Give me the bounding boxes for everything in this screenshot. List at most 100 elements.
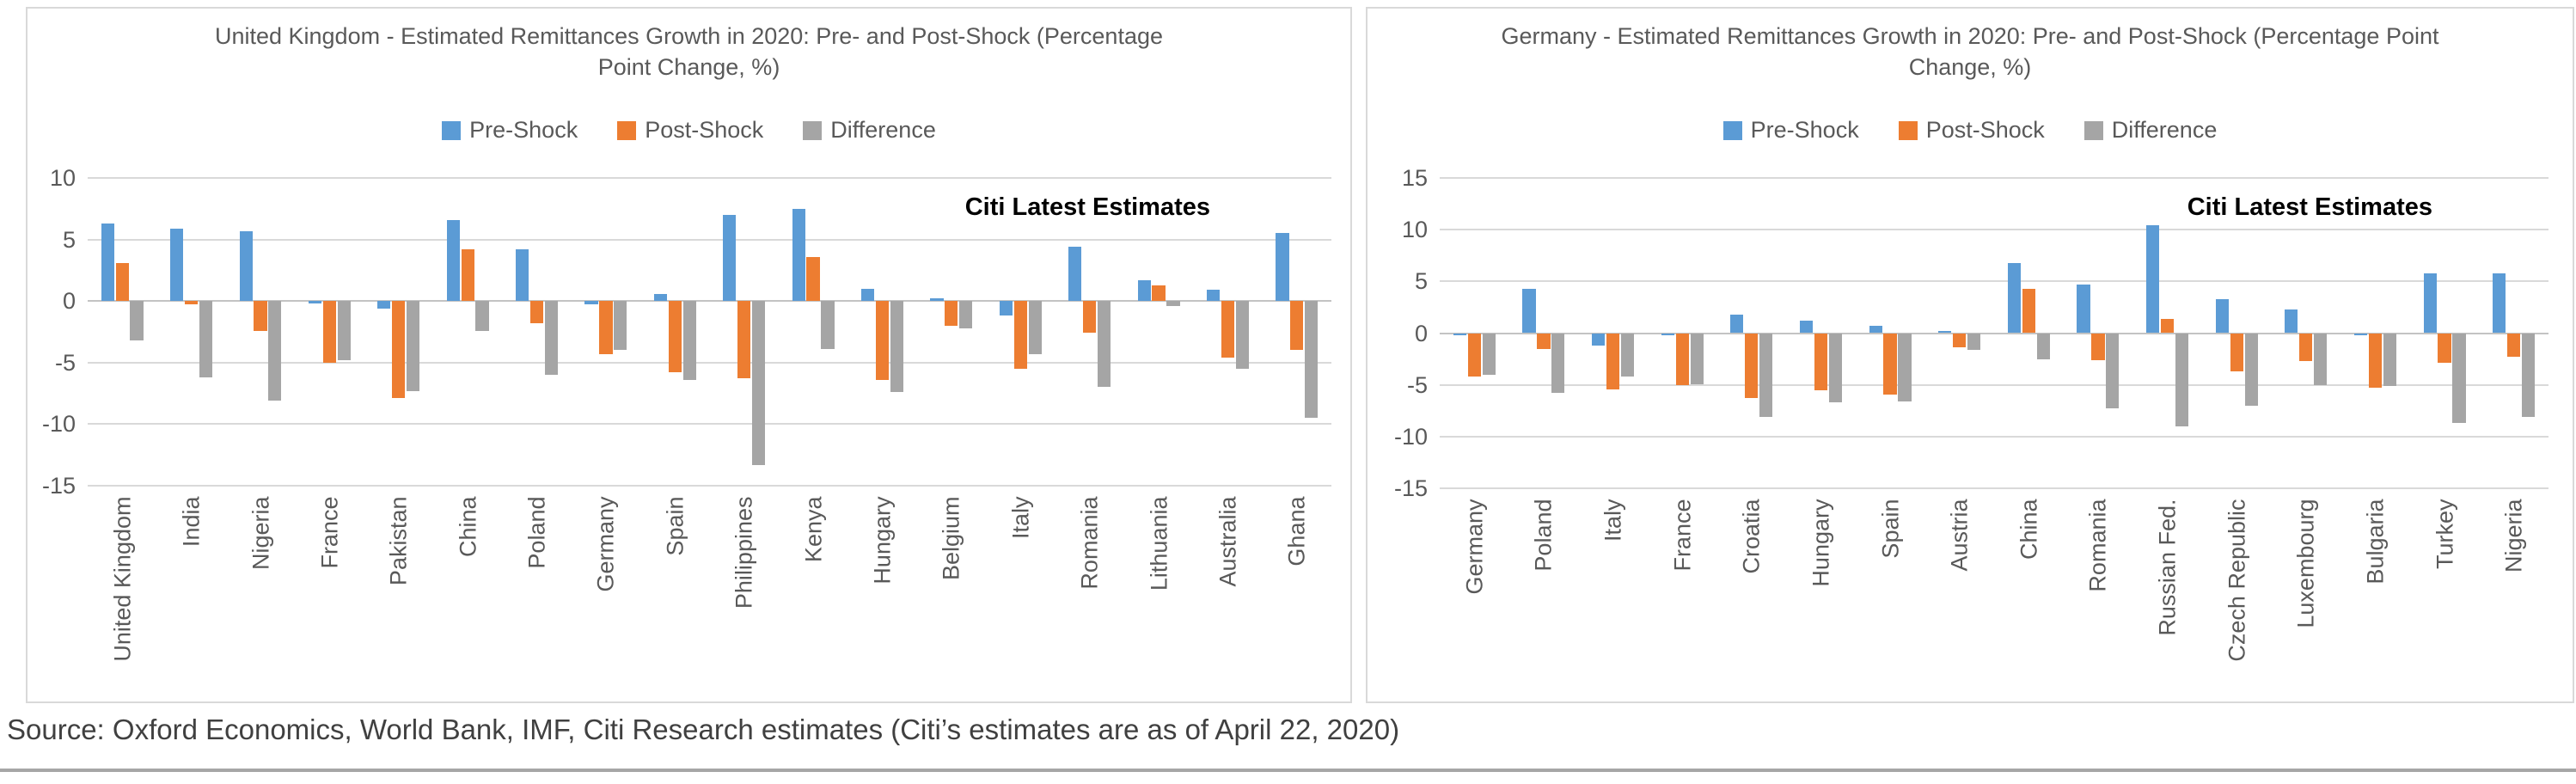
bar-diff [1305,301,1319,419]
x-axis-category-label: Nigeria [2500,499,2527,573]
bar-post [1290,301,1304,351]
bar-diff [751,301,766,465]
y-axis-tick-label: 5 [1414,268,1428,295]
bar-post [2091,333,2105,360]
legend-label: Pre-Shock [1750,117,1859,143]
bar-diff [2314,333,2328,385]
x-axis-category-label: India [178,496,205,547]
x-axis-category-label: Turkey [2432,499,2458,569]
bar-pre [1730,314,1744,334]
bar-diff [130,301,144,340]
bar-post [1675,333,1689,385]
bar-diff [1620,333,1635,377]
bar-post [2160,318,2175,334]
bar-diff [2452,333,2466,424]
gridline [88,485,1331,487]
bar-pre [584,301,598,305]
x-axis-category-label: Croatia [1738,499,1765,574]
x-axis-category-label: United Kingdom [109,496,136,662]
x-axis-category-label: Kenya [800,496,827,562]
x-axis-category-label: France [316,496,343,569]
bar-post [945,301,958,326]
x-axis-category-label: Poland [523,496,550,569]
legend-item-post-shock: Post-Shock [617,117,763,144]
bar-post [2368,333,2383,389]
bar-pre [170,228,184,302]
x-axis-category-label: China [455,496,481,557]
bar-pre [930,298,944,302]
bar-pre [792,208,805,302]
bar-diff [199,301,213,377]
legend: Pre-Shock Post-Shock Difference [1368,117,2573,144]
gridline [1440,383,2548,386]
x-axis-category-label: France [1669,499,1696,572]
x-axis-category-label: Hungary [1808,499,1834,587]
zero-axis-line [1440,332,2548,334]
bar-diff [1028,301,1042,354]
bar-post [2507,333,2521,358]
x-axis-category-label: Romania [2084,499,2111,592]
bar-pre [2007,262,2021,334]
bar-diff [890,301,903,393]
y-axis-tick-label: 0 [1414,320,1428,346]
bar-post [1745,333,1759,399]
plot-area: 15 10 5 0 -5 -10 -15 Germany Poland Italy France Cr… [1394,165,2548,661]
bar-post [1537,333,1551,349]
citi-estimates-annotation: Citi Latest Estimates [2187,193,2432,221]
bar-post [599,301,613,354]
y-axis-tick-label: -10 [41,411,76,438]
x-axis-category-label: Germany [1461,499,1488,595]
gridline [1440,229,2548,231]
x-axis-category-label: China [2016,499,2042,560]
bar-post [254,301,267,331]
x-axis-category-label: Spain [662,496,688,556]
x-axis-category-label: Philippines [731,496,757,609]
bar-pre [2146,225,2160,334]
x-axis-category-label: Luxembourg [2292,499,2319,628]
y-axis-tick-label: 10 [49,165,76,191]
gridline [1440,487,2548,489]
difference-swatch-icon [2083,120,2103,140]
bar-pre [1068,247,1082,302]
x-axis-category-label: Pakistan [385,496,412,585]
legend-item-difference: Difference [803,117,936,144]
bar-pre [2077,284,2090,334]
y-axis-tick-label: -15 [41,473,76,499]
bar-post [392,301,406,399]
bar-diff [614,301,627,351]
chart-title: Germany - Estimated Remittances Growth i… [1501,23,2439,80]
legend-label: Difference [830,117,936,143]
y-axis-tick-label: -15 [1393,475,1428,501]
bar-diff [337,301,351,360]
y-axis-tick-label: 15 [1401,165,1428,191]
difference-swatch-icon [803,120,823,140]
bar-diff [1828,333,1842,403]
bar-pre [2423,273,2437,334]
legend-label: Difference [2111,117,2218,143]
gridline [88,423,1331,426]
bar-diff [1235,301,1249,369]
bar-post [1083,301,1097,334]
x-axis-category-label: Russian Fed. [2154,499,2181,636]
y-axis-tick-label: 0 [62,288,76,315]
x-axis-category-label: Romania [1076,496,1103,590]
gridline [88,238,1331,241]
legend-label: Post-Shock [1925,117,2045,143]
y-axis-tick-label: -5 [1406,371,1428,398]
bar-diff [1166,301,1180,306]
bar-diff [682,301,696,380]
legend: Pre-Shock Post-Shock Difference [28,117,1350,144]
bar-pre [1522,288,1536,334]
bar-post [2022,288,2035,334]
bar-pre [861,288,875,302]
bar-diff [2522,333,2536,417]
x-axis-category-label: Italy [1007,496,1034,539]
bar-diff [2175,333,2189,426]
x-axis-category-label: Spain [1877,499,1904,559]
bottom-divider [0,769,2576,772]
bar-pre [2215,298,2229,334]
bar-diff [544,301,559,376]
bar-pre [1276,233,1289,302]
bar-post [1606,333,1620,389]
bar-pre [101,224,114,302]
